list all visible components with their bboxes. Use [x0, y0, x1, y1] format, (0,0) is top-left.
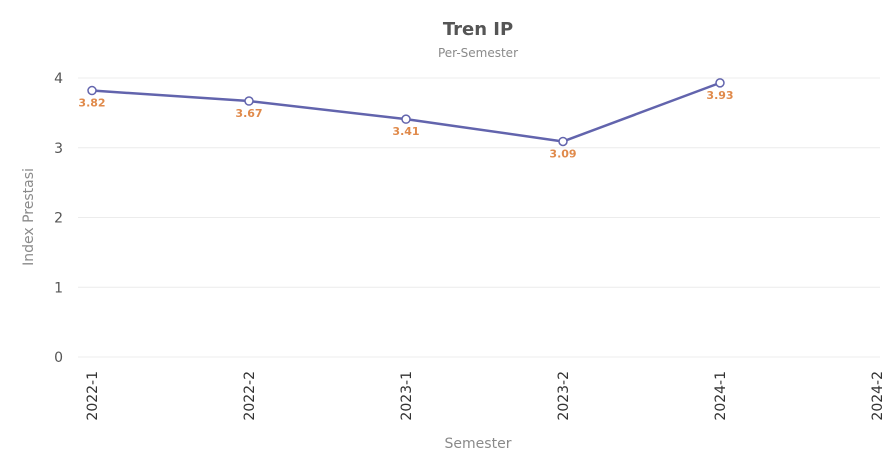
x-tick-label: 2022-1 [85, 371, 101, 421]
data-label: 3.41 [392, 125, 419, 138]
x-tick-label: 2023-1 [399, 371, 415, 421]
y-tick-label: 2 [54, 211, 63, 227]
y-tick-label: 1 [54, 280, 63, 296]
data-label: 3.82 [78, 97, 105, 110]
data-point[interactable] [401, 114, 411, 124]
x-tick-label: 2023-2 [556, 371, 572, 421]
gridlines [78, 77, 880, 358]
y-tick-label: 0 [54, 350, 63, 366]
x-tick-label: 2024-1 [713, 371, 729, 421]
chart-subtitle: Per-Semester [438, 46, 518, 60]
y-tick-label: 4 [54, 71, 63, 87]
data-point[interactable] [715, 78, 725, 88]
series-group: 3.82 3.67 3.41 3.09 3.93 [78, 78, 734, 160]
x-tick-label: 2024-2 [870, 371, 886, 421]
chart-title: Tren IP [443, 19, 513, 40]
data-label: 3.67 [235, 107, 262, 120]
data-point[interactable] [244, 96, 254, 106]
data-point[interactable] [87, 85, 97, 96]
data-label: 3.09 [549, 147, 576, 160]
x-axis-ticks: 2022-1 2022-2 2023-1 2023-2 2024-1 2024-2 [85, 371, 886, 421]
y-tick-label: 3 [54, 141, 63, 157]
x-tick-label: 2022-2 [242, 371, 258, 421]
x-axis-title: Semester [445, 436, 512, 452]
y-axis-ticks: 0 1 2 3 4 [54, 71, 63, 366]
y-axis-title: Index Prestasi [21, 168, 37, 266]
data-point[interactable] [558, 136, 568, 147]
data-label: 3.93 [706, 89, 733, 102]
